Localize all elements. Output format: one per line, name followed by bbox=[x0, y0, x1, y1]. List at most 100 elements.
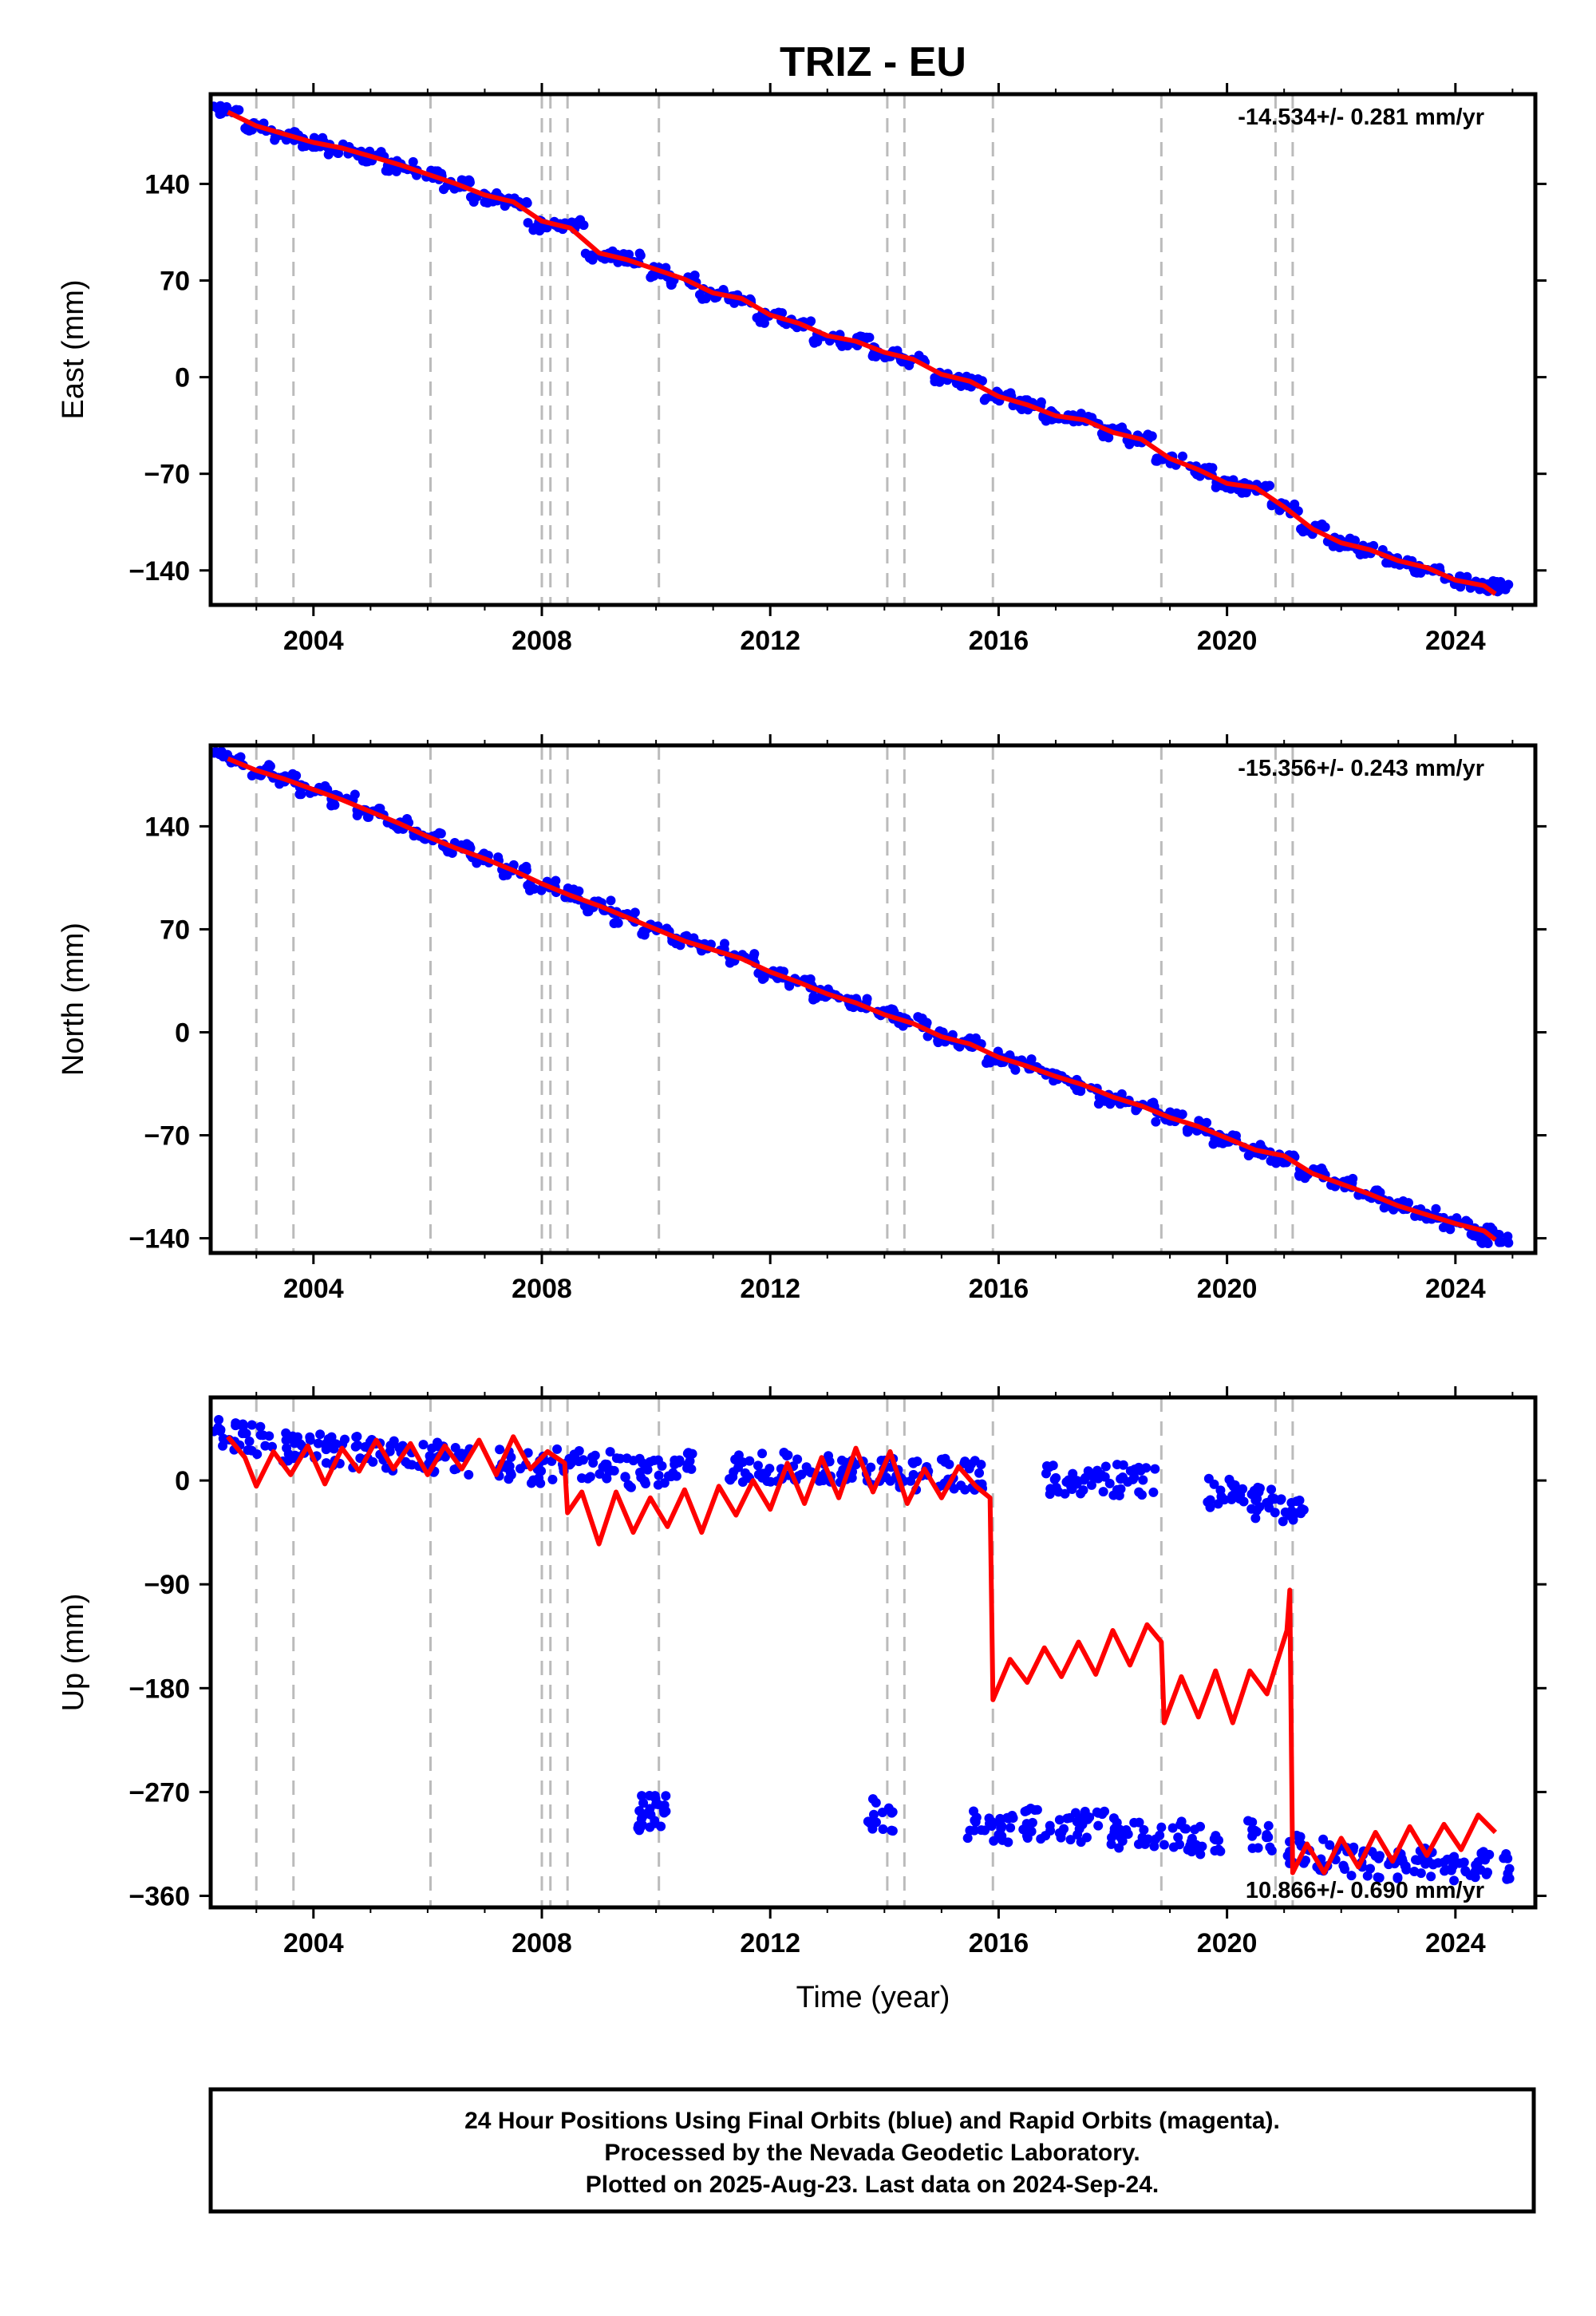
data-point bbox=[381, 1463, 391, 1473]
y-tick-label: 140 bbox=[144, 812, 190, 842]
data-point bbox=[1211, 482, 1221, 492]
data-point bbox=[563, 883, 573, 893]
data-point bbox=[884, 1005, 895, 1015]
data-point bbox=[1264, 480, 1274, 491]
data-point bbox=[287, 1431, 298, 1441]
data-point bbox=[970, 1033, 981, 1043]
data-point bbox=[656, 1821, 666, 1832]
data-point bbox=[994, 1829, 1004, 1840]
data-point bbox=[305, 1432, 315, 1442]
data-point bbox=[329, 1444, 339, 1454]
y-tick-label: −180 bbox=[128, 1674, 190, 1704]
data-point bbox=[976, 1825, 986, 1836]
data-point bbox=[757, 1448, 768, 1459]
data-point bbox=[1045, 1820, 1055, 1831]
data-point bbox=[917, 1014, 927, 1024]
data-point bbox=[547, 1474, 558, 1484]
data-point bbox=[914, 350, 924, 361]
data-point bbox=[745, 1456, 755, 1466]
data-point bbox=[645, 1456, 655, 1467]
data-point bbox=[464, 1469, 474, 1480]
data-point bbox=[1247, 1817, 1258, 1828]
data-point bbox=[689, 271, 700, 281]
y-tick-label: −90 bbox=[144, 1570, 190, 1600]
data-point bbox=[725, 958, 735, 968]
data-point bbox=[1134, 1817, 1144, 1828]
data-point bbox=[1139, 1824, 1149, 1835]
data-point bbox=[986, 1816, 997, 1827]
data-point bbox=[979, 395, 990, 405]
data-point bbox=[883, 1803, 894, 1813]
data-point bbox=[969, 1806, 979, 1816]
data-point bbox=[1398, 1196, 1408, 1206]
data-point bbox=[1183, 1844, 1193, 1855]
data-point bbox=[740, 1468, 750, 1478]
data-point bbox=[1176, 1816, 1187, 1827]
data-point bbox=[1151, 1117, 1161, 1127]
panel-up: 2004 2008 2012 2016 2020 2024 0 −90 −180 −270 −360… bbox=[57, 1386, 1547, 1958]
data-point bbox=[887, 1826, 898, 1836]
data-point bbox=[313, 1438, 323, 1448]
data-point bbox=[1319, 522, 1329, 532]
data-point bbox=[1167, 1823, 1178, 1833]
data-point bbox=[318, 132, 328, 143]
data-point bbox=[1254, 1502, 1265, 1512]
data-point bbox=[1373, 1872, 1383, 1883]
data-point bbox=[283, 1448, 294, 1459]
data-point bbox=[694, 290, 705, 300]
data-point bbox=[443, 847, 453, 857]
data-point bbox=[1051, 1472, 1061, 1483]
data-point bbox=[352, 810, 362, 820]
data-point bbox=[1250, 1513, 1261, 1524]
data-point bbox=[338, 1439, 348, 1449]
data-point bbox=[1449, 1875, 1460, 1886]
data-point bbox=[962, 1833, 973, 1844]
data-point bbox=[1241, 488, 1251, 498]
data-point bbox=[1104, 1478, 1115, 1488]
data-point bbox=[252, 1449, 263, 1460]
data-point bbox=[528, 1475, 539, 1485]
data-point bbox=[753, 1469, 764, 1480]
data-point bbox=[646, 272, 656, 283]
data-point bbox=[267, 1441, 277, 1452]
data-point bbox=[1325, 1840, 1335, 1850]
data-point bbox=[450, 1443, 460, 1453]
x-tick-label: 2004 bbox=[283, 1928, 344, 1958]
data-point bbox=[940, 1456, 950, 1467]
data-point bbox=[1397, 1856, 1408, 1867]
data-point bbox=[634, 1825, 645, 1836]
data-point bbox=[1194, 1116, 1204, 1126]
data-point bbox=[1065, 1835, 1076, 1845]
data-point bbox=[1365, 1863, 1376, 1874]
data-point bbox=[1054, 1815, 1065, 1825]
data-point bbox=[1117, 1836, 1128, 1846]
data-point bbox=[574, 1456, 584, 1467]
x-tick-label: 2008 bbox=[512, 1274, 572, 1304]
data-point bbox=[836, 1455, 847, 1465]
data-point bbox=[1205, 1495, 1215, 1505]
data-point bbox=[213, 102, 223, 113]
x-tick-label: 2024 bbox=[1425, 1928, 1486, 1958]
data-point bbox=[1098, 1094, 1108, 1105]
data-point bbox=[640, 1479, 650, 1489]
data-point bbox=[668, 1468, 678, 1478]
data-point bbox=[1148, 1097, 1159, 1108]
data-point bbox=[1007, 1810, 1017, 1820]
data-point bbox=[1112, 1460, 1122, 1470]
data-point bbox=[997, 1821, 1007, 1832]
data-point bbox=[1175, 1840, 1185, 1850]
x-tick-label: 2020 bbox=[1197, 626, 1258, 656]
data-point bbox=[1038, 412, 1049, 422]
data-point bbox=[661, 1791, 671, 1801]
data-point bbox=[606, 895, 616, 906]
data-point bbox=[529, 883, 539, 894]
data-point bbox=[1416, 1868, 1426, 1879]
data-point bbox=[1077, 1819, 1087, 1829]
data-point bbox=[1068, 1468, 1078, 1479]
x-tick-label: 2016 bbox=[969, 626, 1029, 656]
data-point bbox=[498, 871, 508, 881]
data-point bbox=[247, 1420, 257, 1430]
y-tick-label: 0 bbox=[175, 1018, 190, 1048]
data-point bbox=[634, 248, 645, 259]
data-point bbox=[255, 1430, 266, 1441]
